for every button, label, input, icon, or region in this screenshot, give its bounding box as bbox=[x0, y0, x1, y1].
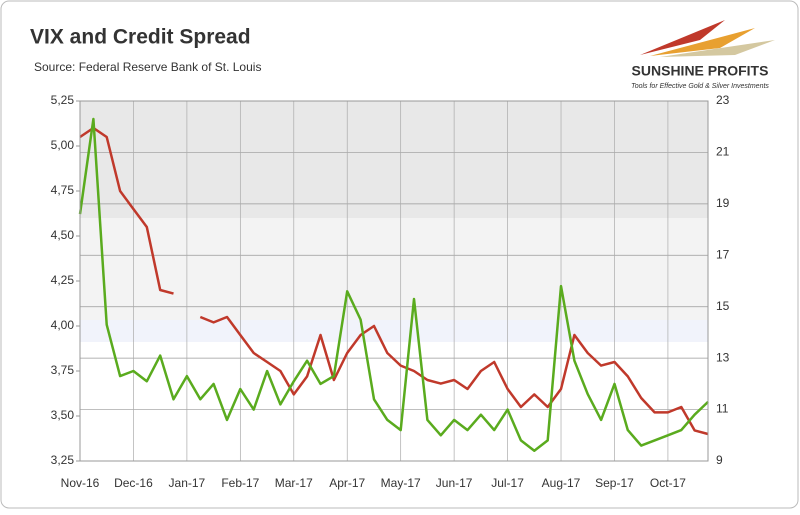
logo-swoosh bbox=[650, 28, 755, 56]
y2-tick-label: 21 bbox=[716, 145, 730, 159]
logo bbox=[640, 20, 775, 57]
x-tick-label: Aug-17 bbox=[542, 476, 581, 490]
band bbox=[80, 218, 708, 340]
x-tick-label: Jul-17 bbox=[491, 476, 524, 490]
y2-tick-label: 17 bbox=[716, 247, 730, 261]
y-tick-label: 4,50 bbox=[51, 228, 75, 242]
y2-tick-label: 13 bbox=[716, 350, 730, 364]
y-tick-label: 3,25 bbox=[51, 453, 75, 467]
series-line bbox=[78, 117, 709, 452]
y-tick-label: 5,00 bbox=[51, 138, 75, 152]
logo-swoosh bbox=[640, 20, 725, 55]
x-tick-label: Oct-17 bbox=[650, 476, 686, 490]
y-tick-label: 3,50 bbox=[51, 408, 75, 422]
plot bbox=[78, 100, 709, 462]
x-tick-label: Feb-17 bbox=[221, 476, 259, 490]
y-tick-label: 4,75 bbox=[51, 183, 75, 197]
brand: SUNSHINE PROFITS bbox=[632, 63, 769, 79]
chart-title: VIX and Credit Spread bbox=[30, 26, 251, 49]
y2-tick-label: 11 bbox=[716, 402, 729, 416]
chart-subtitle: Source: Federal Reserve Bank of St. Loui… bbox=[34, 60, 261, 74]
x-tick-label: Apr-17 bbox=[329, 476, 365, 490]
y-tick-label: 3,75 bbox=[51, 363, 75, 377]
y2-tick-label: 19 bbox=[716, 196, 730, 210]
tagline: Tools for Effective Gold & Silver Invest… bbox=[631, 83, 769, 90]
x-tick-label: Nov-16 bbox=[61, 476, 100, 490]
logo-swoosh bbox=[660, 40, 775, 57]
band bbox=[80, 101, 708, 218]
y2-tick-label: 23 bbox=[716, 93, 730, 107]
y-tick-label: 5,25 bbox=[51, 93, 75, 107]
x-tick-label: Mar-17 bbox=[275, 476, 313, 490]
y-tick-label: 4,00 bbox=[51, 318, 75, 332]
y-tick-label: 4,25 bbox=[51, 273, 75, 287]
x-tick-label: Sep-17 bbox=[595, 476, 634, 490]
y2-tick-label: 15 bbox=[716, 299, 730, 313]
series-line bbox=[79, 126, 709, 436]
x-tick-label: May-17 bbox=[381, 476, 421, 490]
x-tick-label: Dec-16 bbox=[114, 476, 153, 490]
x-tick-label: Jan-17 bbox=[169, 476, 206, 490]
x-tick-label: Jun-17 bbox=[436, 476, 473, 490]
y2-tick-label: 9 bbox=[716, 453, 723, 467]
band bbox=[80, 320, 708, 342]
